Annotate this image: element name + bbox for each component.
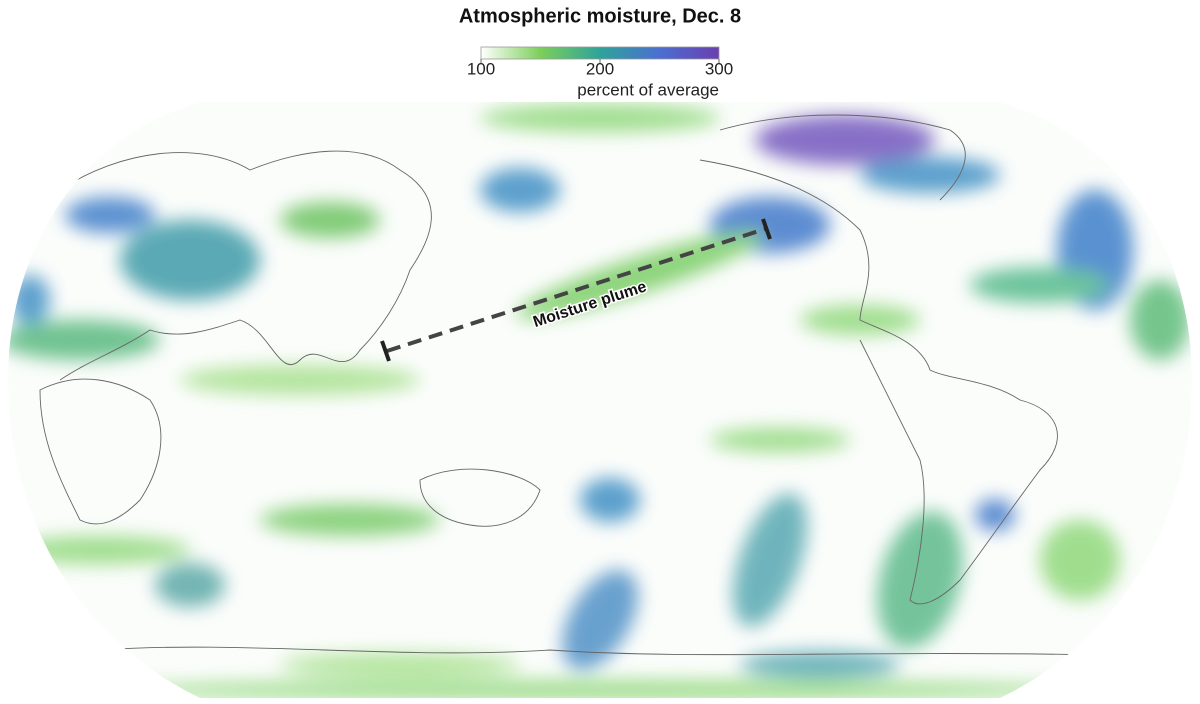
legend: percent of average 100 200 300 — [467, 46, 733, 99]
plume-line — [386, 226, 769, 353]
color-bar — [480, 46, 720, 60]
plume-cap — [761, 218, 772, 240]
moisture-field — [8, 104, 1190, 698]
legend-tick-label: 200 — [586, 59, 614, 78]
legend-tick-label: 300 — [705, 59, 733, 78]
title: Atmospheric moisture, Dec. 8 — [459, 5, 741, 27]
coastlines — [39, 114, 1101, 656]
legend-tick-label: 100 — [467, 59, 495, 78]
legend-unit: percent of average — [577, 80, 719, 99]
map — [8, 102, 1192, 698]
plume-cap — [380, 340, 391, 362]
